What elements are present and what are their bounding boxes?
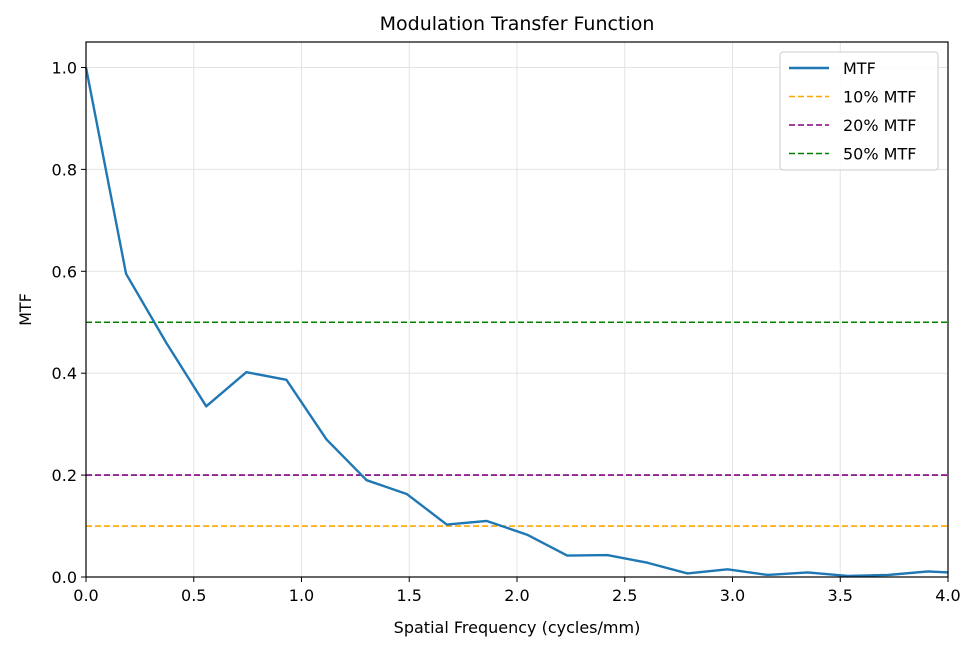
- y-tick-label: 0.8: [52, 160, 77, 179]
- legend-label: 20% MTF: [843, 116, 916, 135]
- x-axis-label: Spatial Frequency (cycles/mm): [394, 618, 641, 637]
- x-axis-ticks: 0.0 0.5 1.0 1.5 2.0 2.5 3.0 3.5 4.0: [73, 577, 961, 605]
- y-tick-label: 0.0: [52, 568, 77, 587]
- series-line-mtf: [84, 67, 949, 578]
- y-tick-label: 0.2: [52, 466, 77, 485]
- legend-box: [779, 51, 939, 171]
- y-axis-ticks: 0.0 0.2 0.4 0.6 0.8 1.0: [52, 58, 86, 587]
- x-tick-label: 1.0: [289, 586, 314, 605]
- legend: MTF 10% MTF 20% MTF 50% MTF: [779, 51, 939, 171]
- chart-title: Modulation Transfer Function: [380, 13, 655, 35]
- y-tick-label: 0.6: [52, 262, 77, 281]
- x-tick-label: 2.5: [612, 586, 637, 605]
- x-tick-label: 2.0: [504, 586, 529, 605]
- y-tick-label: 1.0: [52, 58, 77, 77]
- x-tick-label: 3.5: [828, 586, 853, 605]
- y-axis-label: MTF: [16, 293, 35, 326]
- x-tick-label: 1.5: [397, 586, 422, 605]
- x-tick-label: 4.0: [935, 586, 960, 605]
- y-tick-label: 0.4: [52, 364, 77, 383]
- series-layer: [84, 67, 949, 578]
- legend-label: 50% MTF: [843, 145, 916, 164]
- x-tick-label: 3.0: [720, 586, 745, 605]
- legend-label: MTF: [843, 59, 876, 78]
- x-tick-label: 0.5: [181, 586, 206, 605]
- x-tick-label: 0.0: [73, 586, 98, 605]
- legend-label: 10% MTF: [843, 88, 916, 107]
